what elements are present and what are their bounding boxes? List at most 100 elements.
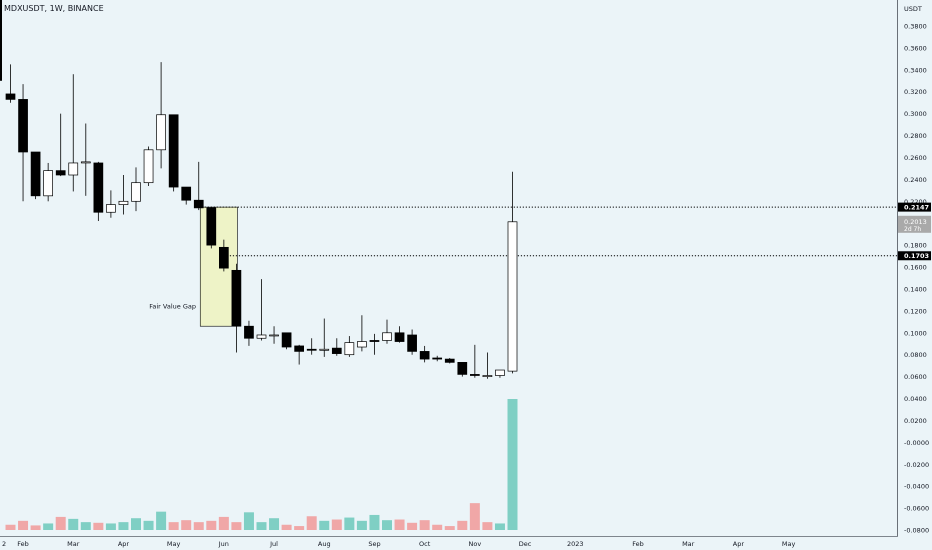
x-tick-label: Apr [118,540,130,548]
candle-body[interactable] [419,351,430,360]
volume-bar [369,514,380,530]
y-tick-label: -0.0200 [904,461,929,469]
candle-body[interactable] [382,332,392,341]
y-tick-label: 0.1800 [904,242,927,250]
candle-body[interactable] [482,375,493,377]
candle-body[interactable] [269,334,279,337]
candle-body[interactable] [306,348,317,351]
candle-body[interactable] [143,149,154,184]
x-tick-label: Apr [733,540,745,548]
volume-bar [306,516,317,530]
candle-body[interactable] [319,348,330,351]
y-tick-label: 0.2200 [904,198,927,206]
candle-body[interactable] [281,332,292,348]
x-tick-label: Aug [318,540,331,548]
price-level-tag-label: 0.1703 [904,252,929,260]
candle-body[interactable] [30,151,41,197]
volume-bar [168,522,179,530]
last-price-tag [898,215,931,233]
candle-body[interactable] [507,221,518,372]
volume-bar [218,516,229,530]
volume-bar [432,524,443,530]
candle-body[interactable] [470,374,480,376]
volume-bar [93,522,104,530]
volume-bar [394,519,405,530]
candle-body[interactable] [495,369,505,376]
candle-body[interactable] [131,182,141,202]
volume-bar [5,524,16,530]
y-tick-label: 0.0400 [904,395,927,403]
candle-body[interactable] [193,199,204,209]
y-tick-label: 0.2400 [904,176,927,184]
x-tick-label: Oct [419,540,431,548]
candle-body[interactable] [294,345,304,352]
x-tick-label: Mar [682,540,695,548]
y-tick-label: 0.1600 [904,264,927,272]
volume-bar [68,518,79,530]
candle-body[interactable] [68,162,79,176]
volume-bar [444,526,455,530]
symbol-title: MDXUSDT, 1W, BINANCE [4,4,104,13]
candle-body[interactable] [106,204,116,213]
volume-bar [43,523,54,530]
volume-bar [30,525,41,530]
volume-bar [344,517,355,530]
candle-body[interactable] [80,161,91,164]
volume-bar [118,522,129,530]
y-tick-label: 0.1400 [904,285,927,293]
y-tick-label: 0.3800 [904,23,927,31]
y-tick-label: -0.0800 [904,527,929,535]
candle-body[interactable] [43,170,54,197]
volume-bar [243,512,254,530]
candle-body[interactable] [369,340,380,342]
candle-body[interactable] [168,114,179,188]
candle-body[interactable] [219,246,229,269]
candle-body[interactable] [432,357,443,360]
candle-body[interactable] [256,334,267,339]
x-tick-label: May [782,540,796,548]
y-tick-label: 0.2600 [904,154,927,162]
volume-bar [331,519,342,530]
candle-body[interactable] [444,358,455,363]
y-tick-label: 0.3600 [904,44,927,52]
fair-value-gap-label: Fair Value Gap [149,303,196,311]
candle-body[interactable] [394,332,405,342]
candle-body[interactable] [344,342,355,356]
countdown-label: 2d 7h [904,226,921,233]
y-tick-label: 0.0800 [904,351,927,359]
x-tick-label: Sep [368,540,380,548]
volume-bar [143,520,154,530]
price-level-tag [898,251,931,261]
x-tick-label: 2 [2,540,6,548]
volume-bar [55,516,66,530]
volume-bar [457,520,468,530]
candle-body[interactable] [331,347,342,354]
candle-body[interactable] [156,114,166,151]
candle-body[interactable] [55,170,66,176]
candle-body[interactable] [181,186,192,201]
candle-body[interactable] [407,334,417,352]
volume-bar [269,518,280,530]
candle-body[interactable] [357,341,367,348]
candle-body[interactable] [93,162,104,213]
x-tick-label: May [167,540,181,548]
candle-body[interactable] [457,362,468,375]
candle-body[interactable] [18,99,28,153]
y-tick-label: 0.2800 [904,132,927,140]
fair-value-gap-zone[interactable] [199,206,238,327]
candle-body[interactable] [244,325,254,339]
candle-body[interactable] [206,207,217,246]
volume-bar [382,520,392,530]
candle-body[interactable] [118,200,129,205]
volume-bar [105,523,116,530]
volume-bar [181,520,192,530]
y-tick-label: 0.0200 [904,417,927,425]
volume-bar [356,520,367,530]
y-tick-label: 0.0600 [904,373,927,381]
x-tick-label: Nov [469,540,482,548]
candle-body[interactable] [231,269,242,327]
candle-body[interactable] [5,93,16,100]
